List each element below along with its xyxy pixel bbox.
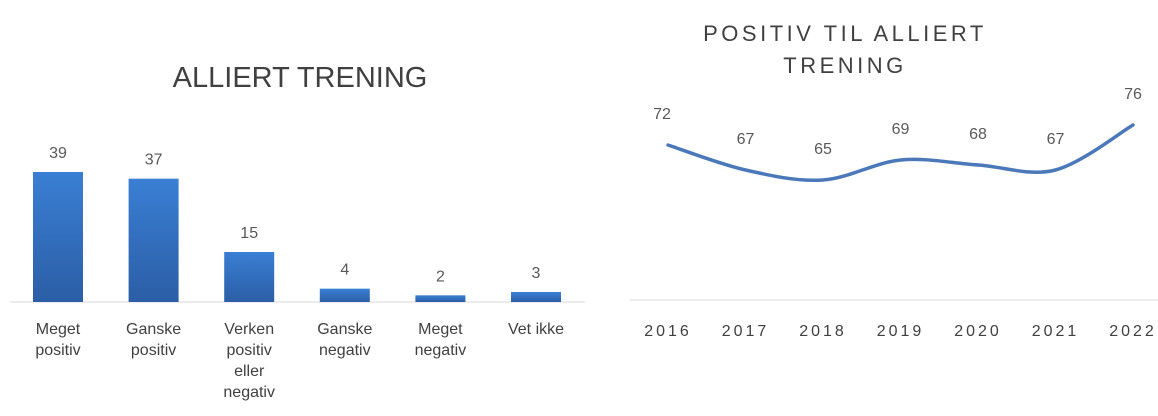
data-label: 72 [653, 106, 671, 123]
data-label: 39 [49, 145, 67, 162]
x-tick-label: 2021 [1032, 323, 1080, 340]
data-label: 15 [240, 225, 258, 242]
x-tick-label: Vet ikke [507, 321, 565, 338]
data-label: 65 [814, 141, 832, 158]
data-label: 37 [145, 152, 163, 169]
bar [33, 172, 83, 302]
x-tick-label: 2020 [954, 323, 1002, 340]
x-tick-label: Meget positiv [35, 321, 81, 359]
data-label: 76 [1124, 86, 1142, 103]
x-tick-label: 2016 [644, 323, 692, 340]
data-label: 4 [340, 262, 349, 279]
line [666, 123, 1135, 183]
bar-title: ALLIERT TRENING [172, 62, 428, 94]
data-label: 67 [1047, 131, 1065, 148]
x-tick-label: 2017 [722, 323, 770, 340]
bar [128, 178, 179, 302]
bar [224, 252, 275, 302]
x-tick-label: Ganske positiv [126, 321, 182, 359]
data-label: 68 [969, 126, 987, 143]
data-label: 69 [892, 121, 910, 138]
x-tick-label: 2019 [877, 323, 925, 340]
x-tick-label: Verken positiv eller negativ [223, 321, 275, 401]
bar [511, 292, 561, 302]
x-tick-label: 2022 [1109, 323, 1157, 340]
bar [319, 288, 370, 302]
x-tick-label: 2018 [799, 323, 847, 340]
data-label: 3 [532, 265, 541, 282]
bar [415, 295, 466, 302]
x-tick-label: Meget negativ [414, 321, 467, 359]
data-label: 67 [737, 131, 755, 148]
data-label: 2 [436, 268, 445, 285]
x-tick-label: Ganske negativ [317, 321, 373, 359]
line-title: POSITIV TIL ALLIERT TRENING [703, 21, 987, 78]
